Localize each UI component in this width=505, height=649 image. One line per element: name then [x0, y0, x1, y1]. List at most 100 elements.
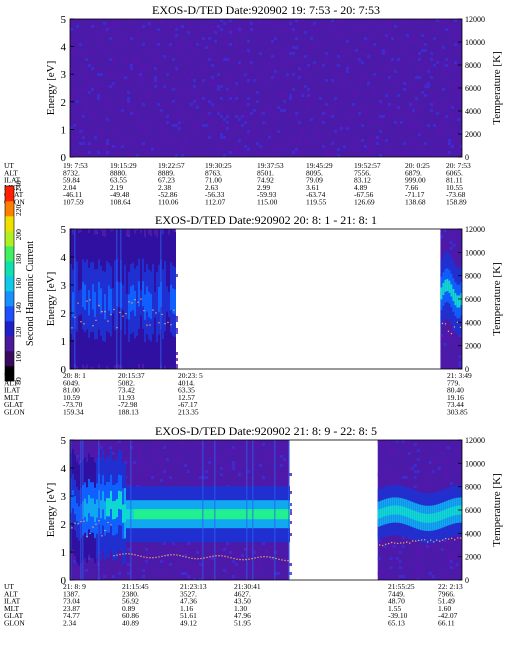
temperature-point [167, 554, 169, 556]
temperature-point [415, 540, 417, 542]
ephemeris-mlt: 2.99 [257, 183, 270, 192]
colorbar-segment [5, 291, 14, 307]
temperature-point [80, 321, 82, 323]
plot-area-2 [70, 229, 462, 369]
ephemeris-label: GLON [4, 619, 25, 628]
ephemeris-glat: 74.77 [63, 611, 80, 620]
temperature-point [71, 327, 73, 329]
temperature-point [77, 302, 79, 304]
ephemeris-ilat: 74.92 [257, 176, 274, 185]
y-tick-label: 4 [61, 42, 67, 54]
ephemeris-mlt: 2.38 [158, 183, 171, 192]
ephemeris-mlt: 2.04 [63, 183, 76, 192]
y2-axis-label: Temperature [K] [491, 473, 503, 546]
temperature-point [236, 558, 238, 560]
temperature-point [406, 541, 408, 543]
ephemeris-alt: 7556. [354, 168, 371, 177]
ephemeris-alt: 7449. [388, 589, 405, 598]
temperature-point [227, 556, 229, 558]
y-tick-label: 5 [61, 435, 67, 447]
temperature-point [394, 542, 396, 544]
temperature-point [215, 555, 217, 557]
colorbar-segment [5, 216, 14, 232]
ephemeris-glon: 107.59 [63, 198, 84, 207]
colorbar-segment [5, 276, 14, 292]
ephemeris-mlt: 11.93 [118, 393, 135, 402]
ephemeris-label: GLON [4, 408, 25, 417]
y2-tick-label: 12000 [465, 225, 485, 234]
temperature-point [278, 558, 280, 560]
colorbar-segment [5, 336, 14, 352]
panel-3 [69, 439, 463, 581]
ephemeris-ilat: 67.23 [158, 176, 175, 185]
temperature-point [173, 309, 175, 311]
y-tick-label: 1 [61, 336, 67, 348]
ephemeris-mlt: 4.89 [354, 183, 367, 192]
y-tick-label: 3 [61, 491, 67, 503]
temperature-point [128, 553, 130, 555]
ephemeris-alt: 8880. [110, 168, 127, 177]
ephemeris-glon: 112.07 [205, 198, 226, 207]
data-block [70, 19, 462, 157]
ephemeris-alt: 1387. [63, 589, 80, 598]
temperature-point [107, 320, 109, 322]
y2-tick-label: 0 [465, 365, 469, 374]
temperature-point [101, 310, 103, 313]
ephemeris-ilat: 43.50 [234, 597, 251, 606]
temperature-point [158, 322, 160, 324]
ephemeris-ilat: 73.42 [118, 386, 135, 395]
temperature-point [433, 541, 435, 543]
temperature-point [287, 560, 289, 562]
panel-title: EXOS-D/TED Date:920902 21: 8: 9 - 22: 8:… [155, 424, 377, 438]
colorbar-tick-label: 100 [14, 351, 23, 363]
temperature-point [170, 324, 172, 326]
colorbar-label: Second Harmonic Current [25, 241, 36, 346]
temperature-point [460, 537, 462, 539]
y2-tick-label: 8000 [465, 272, 481, 281]
ephemeris-glon: 2.34 [63, 619, 76, 628]
temperature-point [137, 554, 139, 557]
ephemeris-glon: 213.35 [178, 408, 199, 417]
temperature-point [143, 556, 145, 558]
ephemeris-glat: -72.98 [118, 400, 138, 409]
y-tick-label: 5 [61, 14, 67, 26]
y2-axis-label: Temperature [K] [491, 262, 503, 335]
temperature-point [98, 304, 100, 307]
ephemeris-ut: 20: 7:53 [446, 161, 471, 170]
ephemeris-glat: -67.17 [178, 400, 198, 409]
ephemeris-mlt: 0.89 [122, 604, 135, 613]
ephemeris-mlt: 2.19 [110, 183, 123, 192]
temperature-point [149, 324, 151, 326]
ephemeris-ut: 21:55:25 [388, 582, 415, 591]
temperature-point [454, 539, 456, 541]
temperature-point [284, 559, 286, 562]
temperature-point [128, 301, 130, 303]
y2-axis-label: Temperature [K] [491, 51, 503, 124]
ephemeris-ut: 20:15:37 [118, 371, 145, 380]
temperature-point [218, 555, 220, 557]
temperature-point [86, 535, 88, 538]
temperature-point [92, 324, 94, 327]
ephemeris-ilat: 83.12 [354, 176, 371, 185]
y-tick-label: 5 [61, 224, 67, 236]
ephemeris-glat: 51.61 [180, 611, 197, 620]
temperature-point [242, 559, 244, 561]
temperature-point [421, 539, 423, 541]
temperature-point [439, 540, 441, 542]
y2-tick-label: 4000 [465, 107, 481, 116]
ephemeris-glat: 47.96 [234, 611, 251, 620]
temperature-point [382, 544, 384, 547]
y2-tick-label: 12000 [465, 436, 485, 445]
temperature-point [412, 540, 414, 542]
temperature-point [161, 313, 163, 316]
temperature-point [122, 315, 124, 317]
temperature-point [89, 532, 91, 535]
ephemeris-alt: 8501. [257, 168, 274, 177]
y2-tick-label: 12000 [465, 15, 485, 24]
colorbar-tick-label: 120 [14, 326, 23, 338]
ephemeris-ut: 20: 8: 1 [63, 371, 86, 380]
ephemeris-mlt: 10.55 [446, 183, 463, 192]
temperature-point [104, 311, 106, 313]
y-tick-label: 4 [61, 252, 67, 264]
